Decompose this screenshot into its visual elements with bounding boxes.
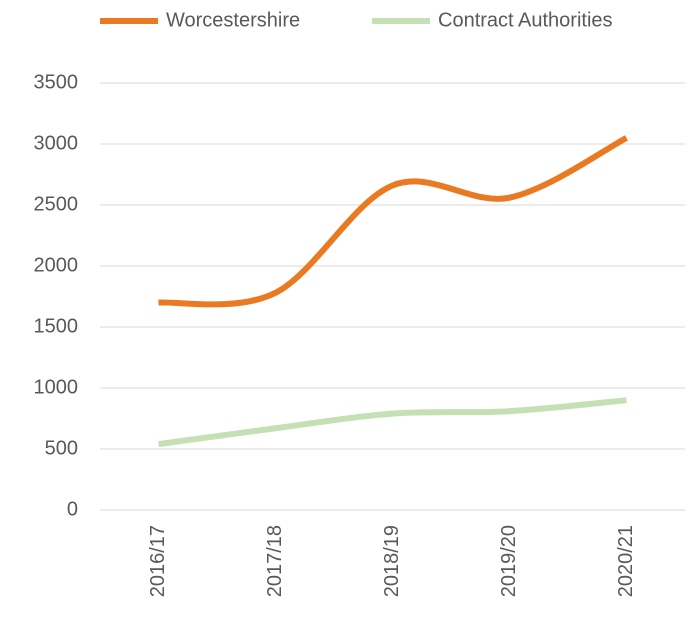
- y-tick-label: 0: [67, 498, 78, 520]
- legend-label: Worcestershire: [166, 9, 300, 31]
- y-tick-label: 3000: [34, 132, 79, 154]
- series-line: [158, 135, 628, 308]
- x-tick-label: 2018/19: [381, 525, 403, 597]
- y-tick-label: 2000: [34, 254, 79, 276]
- y-tick-label: 2500: [34, 193, 79, 215]
- y-tick-label: 1500: [34, 315, 79, 337]
- series-line: [158, 397, 627, 448]
- y-tick-label: 3500: [34, 71, 79, 93]
- legend-label: Contract Authorities: [438, 9, 613, 31]
- x-tick-label: 2017/18: [264, 525, 286, 597]
- x-tick-label: 2019/20: [498, 525, 520, 597]
- x-tick-label: 2016/17: [147, 525, 169, 597]
- x-tick-label: 2020/21: [615, 525, 637, 597]
- y-tick-label: 1000: [34, 376, 79, 398]
- y-tick-label: 500: [45, 437, 78, 459]
